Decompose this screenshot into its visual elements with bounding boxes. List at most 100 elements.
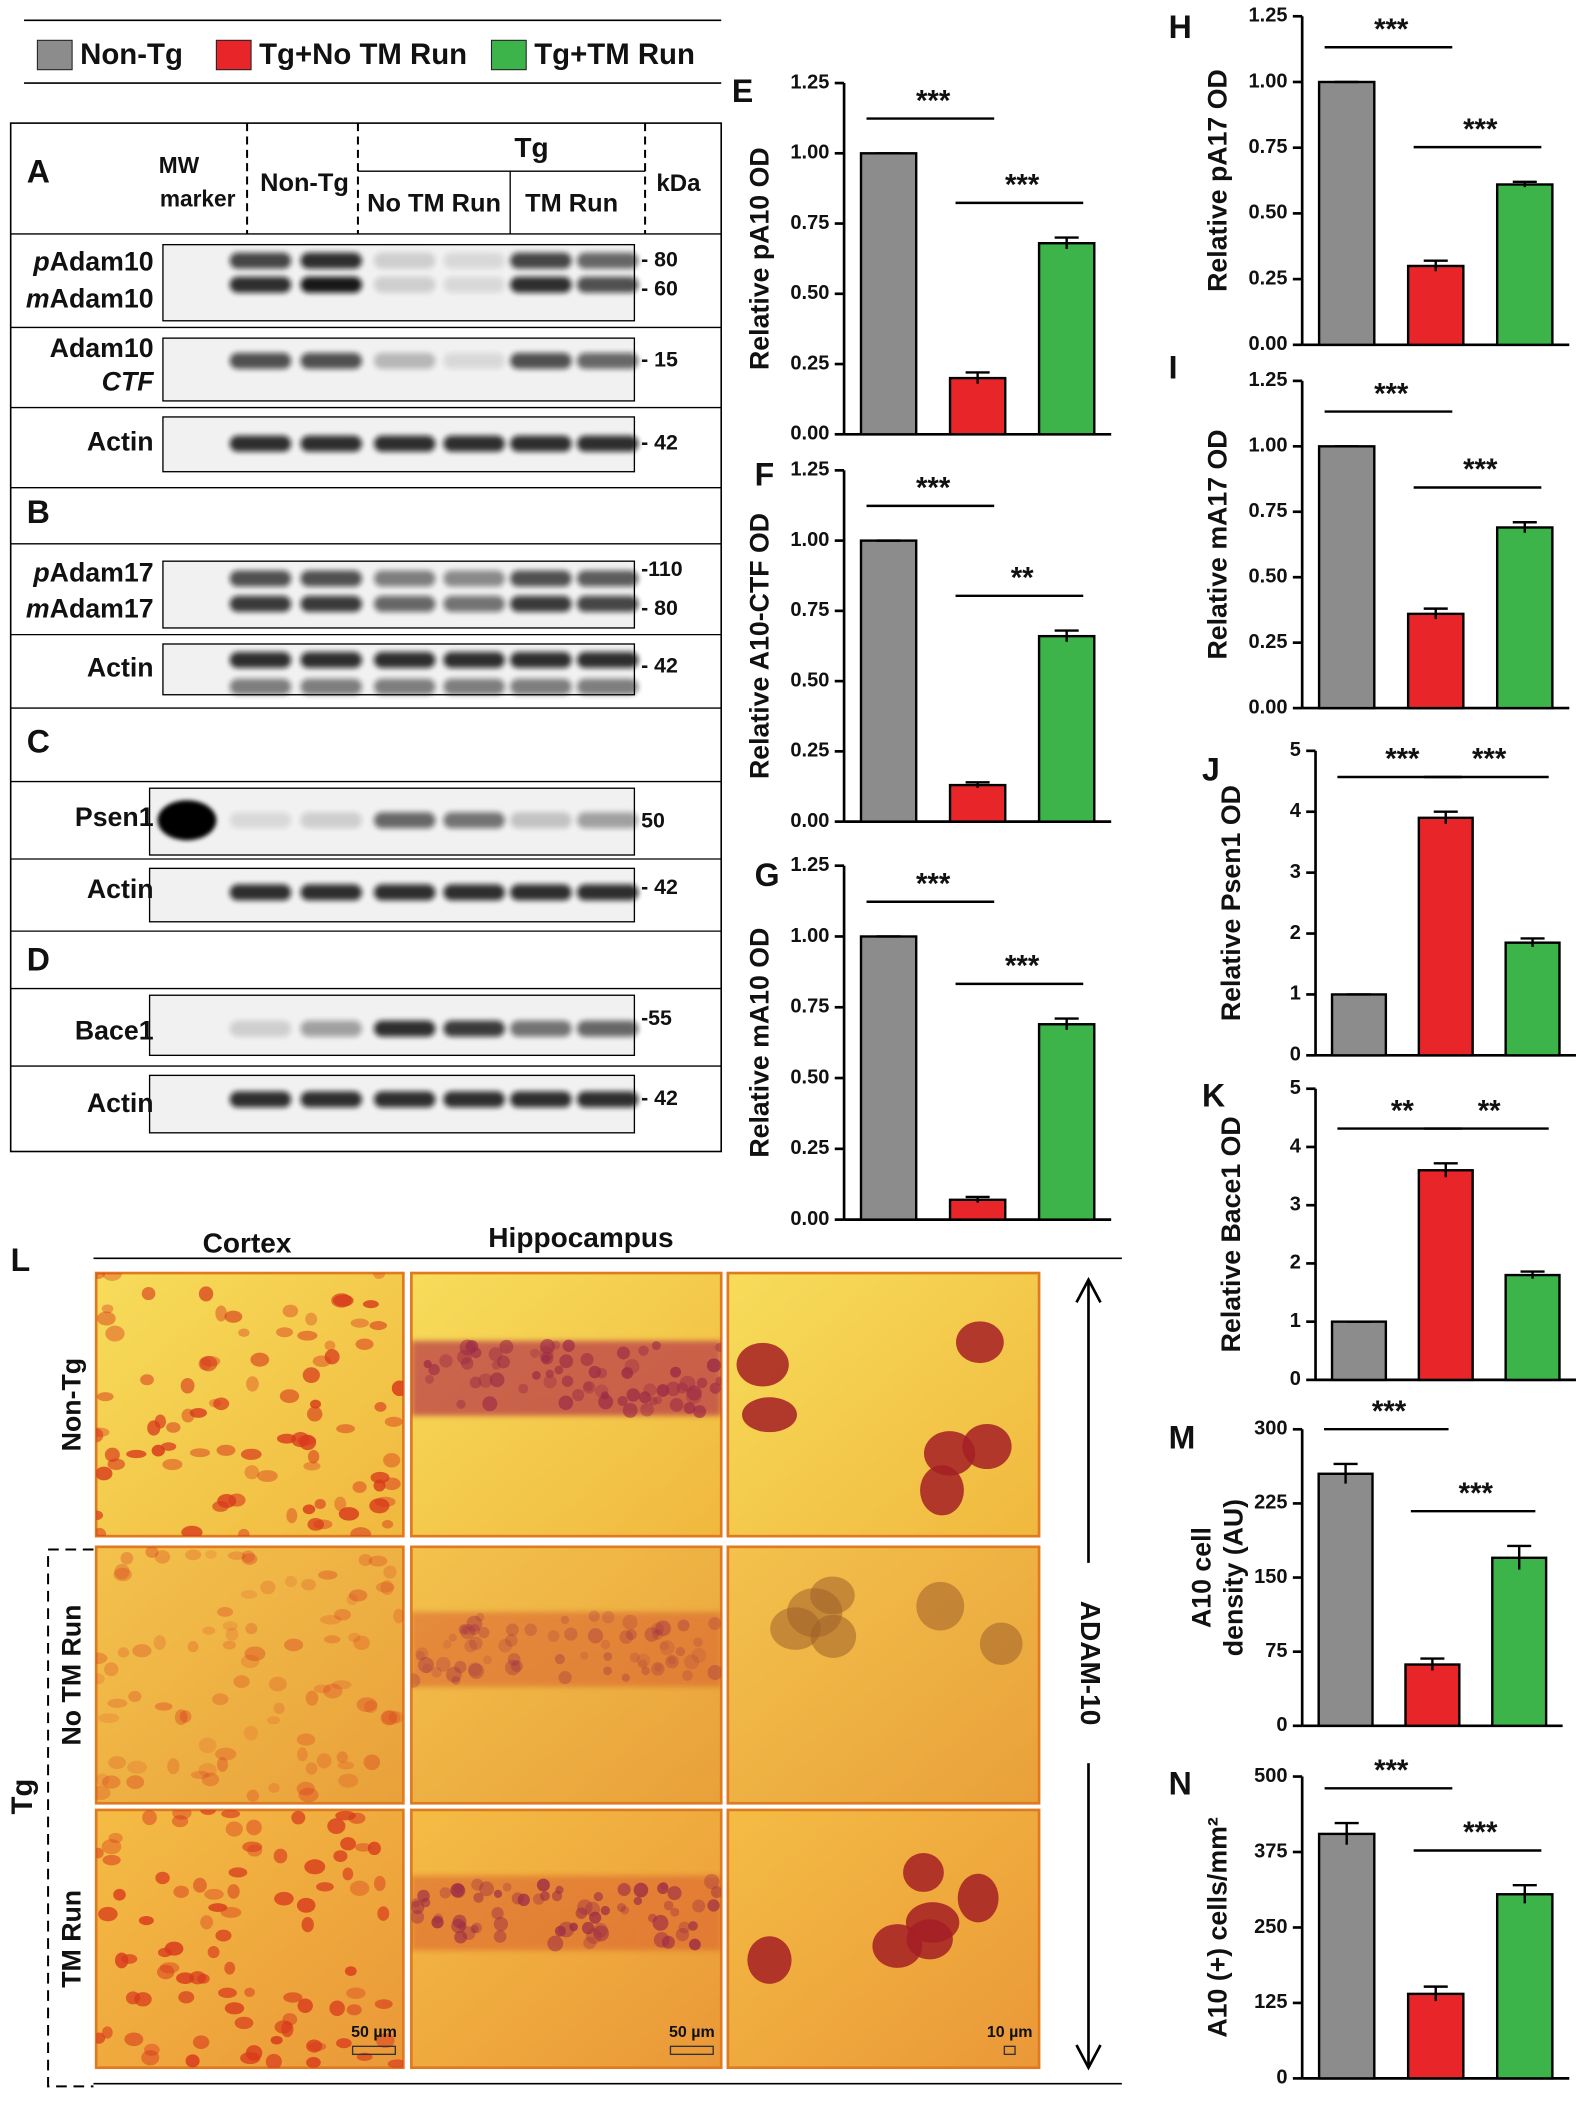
- band: [510, 884, 572, 901]
- cell-stain: [450, 1883, 465, 1898]
- band: [510, 352, 572, 369]
- cell-stain: [240, 1589, 258, 1599]
- cell-stain: [198, 1357, 212, 1371]
- band: [229, 352, 292, 369]
- cell-stain: [138, 1915, 154, 1926]
- stain-label: ADAM-10: [1075, 1601, 1106, 1726]
- bar: [1417, 1169, 1474, 1382]
- cell-stain: [651, 1622, 664, 1636]
- cell-stain: [96, 1427, 110, 1438]
- cell-stain: [179, 1710, 192, 1723]
- y-axis-label: Relative pA17 OD: [1202, 69, 1232, 292]
- cell-stain: [207, 1945, 220, 1959]
- cell-stain: [306, 2039, 323, 2053]
- cell-stain: [446, 1666, 462, 1683]
- cell-stain: [470, 1925, 479, 1934]
- stain-layer: [770, 1576, 1023, 1665]
- cell-stain: [545, 1369, 554, 1378]
- cell-stain: [505, 1659, 521, 1676]
- cell-stain: [439, 1354, 453, 1368]
- cell-stain: [383, 1565, 397, 1579]
- cell-stain: [602, 1610, 615, 1624]
- stain-layer: [411, 1873, 722, 1952]
- cell-stain: [493, 1916, 509, 1932]
- cell-stain: [708, 1617, 722, 1631]
- mw-marker: - 80: [641, 247, 678, 271]
- cell-stain: [588, 1365, 602, 1379]
- y-tick-label: 1: [1290, 1310, 1301, 1332]
- cell-stain: [96, 1785, 111, 1801]
- cell-stain: [643, 1383, 657, 1397]
- cell-stain: [324, 1349, 340, 1365]
- cell-stain: [172, 1809, 192, 1820]
- stain-layer: [96, 1273, 404, 1537]
- cell-stain: [346, 1593, 358, 1606]
- cell-stain: [483, 1655, 492, 1665]
- cell-stain: [539, 1346, 554, 1361]
- cell-stain: [201, 1772, 220, 1787]
- cell-stain: [505, 1634, 518, 1647]
- cell-stain: [569, 1922, 578, 1932]
- cell-stain: [173, 1885, 189, 1898]
- label-part: Adam10: [50, 333, 154, 363]
- y-tick-label: 0.25: [1249, 267, 1288, 289]
- cell-stain: [98, 1713, 120, 1723]
- micrograph: [94, 1545, 405, 1805]
- cell-stain: [541, 1354, 551, 1364]
- group-bracket: [47, 1548, 94, 2088]
- bar: [948, 1198, 1007, 1221]
- mw-marker: 50: [641, 808, 665, 832]
- stain-layer: [736, 1321, 1012, 1516]
- band: [576, 1020, 639, 1037]
- significance-label: ***: [1463, 113, 1498, 146]
- cell-stain: [180, 1378, 195, 1394]
- panel-letter: G: [755, 857, 780, 893]
- cell-stain: [102, 1854, 121, 1866]
- band: [443, 276, 505, 293]
- cell-stain: [518, 1383, 529, 1394]
- significance-label: ***: [1374, 1754, 1409, 1787]
- micrograph: [726, 1545, 1041, 1805]
- cell-stain: [335, 1810, 356, 1821]
- cell-stain: [313, 1684, 332, 1694]
- cell-stain: [622, 1614, 638, 1630]
- panel-letter: L: [11, 1242, 31, 1278]
- band: [443, 1020, 505, 1037]
- cell-stain: [205, 1550, 217, 1559]
- legend-label: Non-Tg: [80, 38, 183, 71]
- cell-stain: [273, 1702, 285, 1715]
- cell-stain: [212, 1693, 229, 1706]
- significance-label: ***: [1005, 950, 1040, 983]
- cell-stain: [306, 2056, 321, 2068]
- cell-stain: [377, 1906, 390, 1921]
- cell-stain: [126, 1449, 147, 1459]
- cell-stain: [215, 1929, 232, 1942]
- mw-marker: -55: [641, 1006, 672, 1030]
- cell-stain: [316, 1753, 332, 1769]
- band: [576, 884, 639, 901]
- y-tick-label: 125: [1254, 1991, 1287, 2013]
- header-label: TM Run: [525, 189, 618, 217]
- column-label: Cortex: [203, 1227, 292, 1258]
- cell-stain: [305, 1762, 318, 1775]
- band: [229, 678, 292, 695]
- cell-stain: [670, 1907, 680, 1917]
- scale-bar-label: 50 µm: [669, 2023, 715, 2041]
- cell-stain: [451, 1675, 461, 1685]
- scale-bar-label: 50 µm: [351, 2023, 397, 2041]
- bar: [948, 376, 1007, 436]
- cell-stain: [667, 1656, 676, 1665]
- cell-stain: [144, 2043, 160, 2056]
- band: [373, 1020, 436, 1037]
- mw-marker: - 42: [641, 875, 678, 899]
- band: [300, 276, 362, 293]
- cell-stain: [348, 1589, 368, 1602]
- cell-stain: [307, 1449, 320, 1464]
- cell-stain: [653, 1932, 670, 1948]
- cell-stain: [356, 1697, 378, 1713]
- band: [576, 570, 639, 587]
- cell-stain: [217, 1607, 234, 1617]
- cell-stain: [381, 1710, 401, 1725]
- cell-stain: [350, 1527, 372, 1537]
- cell-stain: [536, 1878, 550, 1892]
